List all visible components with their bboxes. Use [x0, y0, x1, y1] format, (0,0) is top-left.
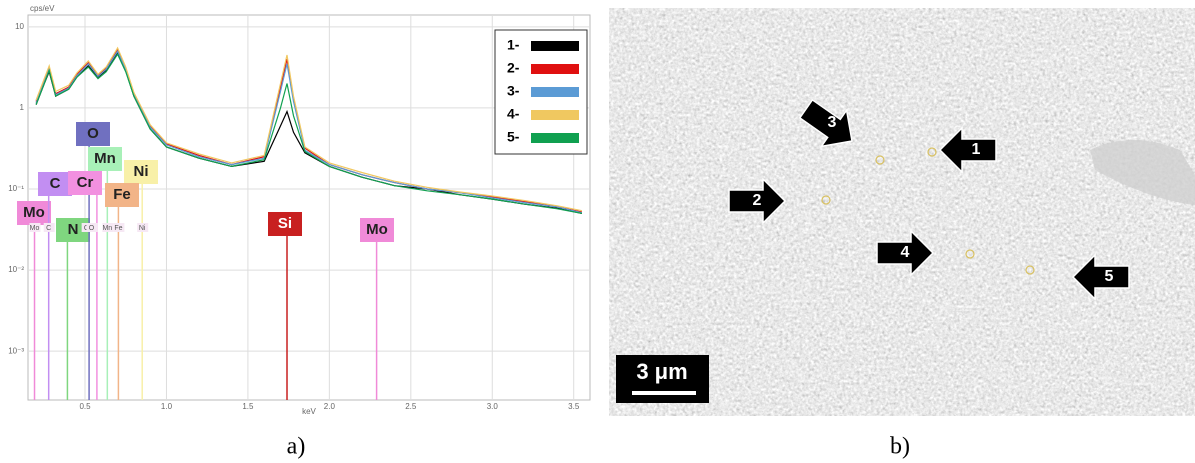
legend-swatch [531, 41, 579, 51]
x-tick-label: 0.5 [79, 402, 91, 411]
legend-label: 2- [507, 60, 520, 76]
y-tick-label: 10⁻² [8, 265, 24, 274]
element-label: Mn [94, 150, 116, 167]
element-label: N [68, 221, 79, 238]
marker-label: 4 [901, 244, 910, 261]
sem-image: 3 μm [609, 8, 1195, 416]
marker-label: 1 [972, 141, 981, 158]
legend-swatch [531, 64, 579, 74]
y-axis-label: cps/eV [30, 4, 55, 13]
panel-label: b) [890, 434, 910, 460]
marker-label: 2 [753, 192, 762, 209]
x-tick-label: 1.0 [161, 402, 173, 411]
legend-label: 5- [507, 129, 520, 145]
element-label: C [50, 175, 61, 192]
legend-label: 1- [507, 37, 520, 53]
element-label: Mo [366, 221, 388, 238]
x-tick-label: 3.0 [487, 402, 499, 411]
minor-label: O [89, 225, 95, 232]
legend-swatch [531, 133, 579, 143]
element-label: Fe [113, 186, 131, 203]
minor-label: Fe [114, 225, 122, 232]
marker-label: 3 [828, 114, 837, 131]
scale-bar-label: 3 μm [636, 359, 687, 384]
legend-swatch [531, 110, 579, 120]
y-tick-label: 1 [20, 103, 25, 112]
legend-swatch [531, 87, 579, 97]
minor-label: C [46, 225, 51, 232]
marker-label: 5 [1105, 268, 1114, 285]
element-label: Si [278, 215, 292, 232]
minor-label: Mo [30, 225, 40, 232]
y-tick-label: 10 [15, 22, 24, 31]
x-tick-label: 1.5 [242, 402, 254, 411]
figure: 3 μm 1 2 3 4 5 a) b) cps/eV keV 10⁻³ 10⁻² 10⁻¹… [0, 0, 1195, 463]
y-tick-label: 10⁻¹ [8, 184, 24, 193]
x-tick-label: 2.5 [405, 402, 417, 411]
legend-label: 3- [507, 83, 520, 99]
y-tick-label: 10⁻³ [8, 346, 24, 355]
x-tick-label: 2.0 [324, 402, 336, 411]
minor-label: Mn [102, 225, 112, 232]
minor-label: Ni [139, 225, 146, 232]
element-label: Mo [23, 204, 45, 221]
x-tick-label: 3.5 [568, 402, 580, 411]
element-label: Ni [134, 163, 149, 180]
x-axis-label: keV [302, 407, 316, 416]
sem-particles [609, 8, 1195, 416]
scale-bar [632, 391, 696, 395]
element-label: Cr [77, 174, 94, 191]
legend-label: 4- [507, 106, 520, 122]
panel-label: a) [287, 434, 306, 460]
element-label: O [87, 125, 99, 142]
